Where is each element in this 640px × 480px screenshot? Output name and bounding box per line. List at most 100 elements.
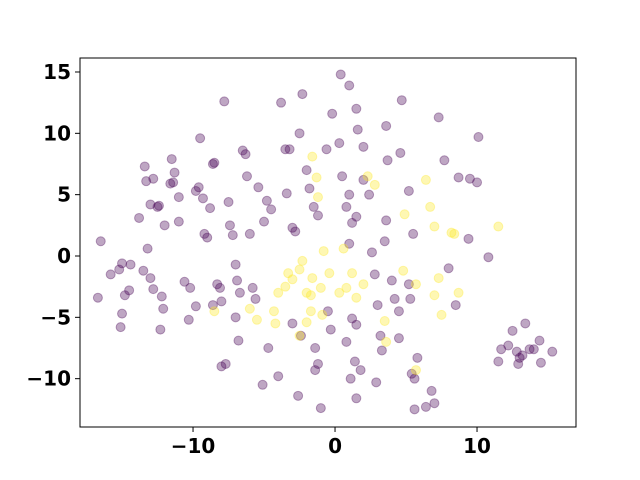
point bbox=[145, 199, 156, 210]
point bbox=[283, 268, 294, 279]
point bbox=[95, 236, 106, 247]
point bbox=[426, 385, 437, 396]
point bbox=[341, 282, 352, 293]
point bbox=[351, 319, 362, 330]
point bbox=[117, 308, 128, 319]
point bbox=[412, 352, 423, 363]
point bbox=[493, 356, 504, 367]
point bbox=[337, 171, 348, 182]
point bbox=[425, 201, 436, 212]
point bbox=[381, 336, 392, 347]
point bbox=[528, 344, 539, 355]
point bbox=[273, 371, 284, 382]
point bbox=[405, 293, 416, 304]
point bbox=[322, 306, 333, 317]
point bbox=[351, 211, 362, 222]
point bbox=[472, 177, 483, 188]
point bbox=[393, 306, 404, 317]
point bbox=[453, 287, 464, 298]
point bbox=[247, 282, 258, 293]
point bbox=[453, 172, 464, 183]
point bbox=[183, 314, 194, 325]
point bbox=[463, 233, 474, 244]
point bbox=[261, 195, 272, 206]
point bbox=[371, 377, 382, 388]
y-tick-label: 10 bbox=[43, 121, 71, 145]
point bbox=[199, 228, 210, 239]
point bbox=[344, 189, 355, 200]
point bbox=[237, 145, 248, 156]
point bbox=[233, 335, 244, 346]
point bbox=[318, 246, 329, 257]
point bbox=[294, 128, 305, 139]
point bbox=[433, 273, 444, 284]
point bbox=[205, 203, 216, 214]
point bbox=[362, 171, 373, 182]
point bbox=[301, 287, 312, 298]
point bbox=[403, 185, 414, 196]
point bbox=[301, 165, 312, 176]
point bbox=[193, 182, 204, 193]
point bbox=[517, 350, 528, 361]
point bbox=[345, 373, 356, 384]
point bbox=[321, 144, 332, 155]
point bbox=[263, 342, 274, 353]
point bbox=[409, 373, 420, 384]
point bbox=[334, 138, 345, 149]
point bbox=[207, 158, 218, 169]
point bbox=[420, 174, 431, 185]
y-tick-label: −5 bbox=[40, 305, 71, 329]
point bbox=[449, 228, 460, 239]
point bbox=[406, 368, 417, 379]
point bbox=[351, 103, 362, 114]
point bbox=[216, 361, 227, 372]
point bbox=[125, 259, 136, 270]
point bbox=[287, 318, 298, 329]
point bbox=[232, 275, 243, 286]
point bbox=[139, 161, 150, 172]
point bbox=[393, 333, 404, 344]
point bbox=[280, 144, 291, 155]
point bbox=[158, 303, 169, 314]
point bbox=[315, 282, 326, 293]
point bbox=[207, 300, 218, 311]
point bbox=[429, 398, 440, 409]
point bbox=[344, 80, 355, 91]
point bbox=[290, 226, 301, 237]
point bbox=[169, 167, 180, 178]
point bbox=[148, 173, 159, 184]
point bbox=[202, 232, 213, 243]
point bbox=[220, 358, 231, 369]
x-tick-label: −10 bbox=[171, 434, 216, 458]
point bbox=[520, 318, 531, 329]
point bbox=[324, 268, 335, 279]
x-tick-label: 0 bbox=[328, 434, 342, 458]
point bbox=[266, 204, 277, 215]
point bbox=[325, 324, 336, 335]
point bbox=[179, 276, 190, 287]
point bbox=[250, 293, 261, 304]
point bbox=[389, 293, 400, 304]
point bbox=[443, 263, 454, 274]
point bbox=[312, 210, 323, 221]
point bbox=[341, 336, 352, 347]
point bbox=[347, 268, 358, 279]
point bbox=[115, 322, 126, 333]
point bbox=[287, 222, 298, 233]
point bbox=[334, 287, 345, 298]
point bbox=[273, 287, 284, 298]
point bbox=[284, 144, 295, 155]
point bbox=[338, 243, 349, 254]
point bbox=[507, 325, 518, 336]
point bbox=[381, 215, 392, 226]
point bbox=[369, 179, 380, 190]
point bbox=[312, 358, 323, 369]
point bbox=[450, 300, 461, 311]
point bbox=[141, 176, 152, 187]
point bbox=[230, 259, 241, 270]
point bbox=[227, 230, 238, 241]
y-tick-label: −10 bbox=[26, 367, 71, 391]
point bbox=[376, 345, 387, 356]
point bbox=[209, 306, 220, 317]
